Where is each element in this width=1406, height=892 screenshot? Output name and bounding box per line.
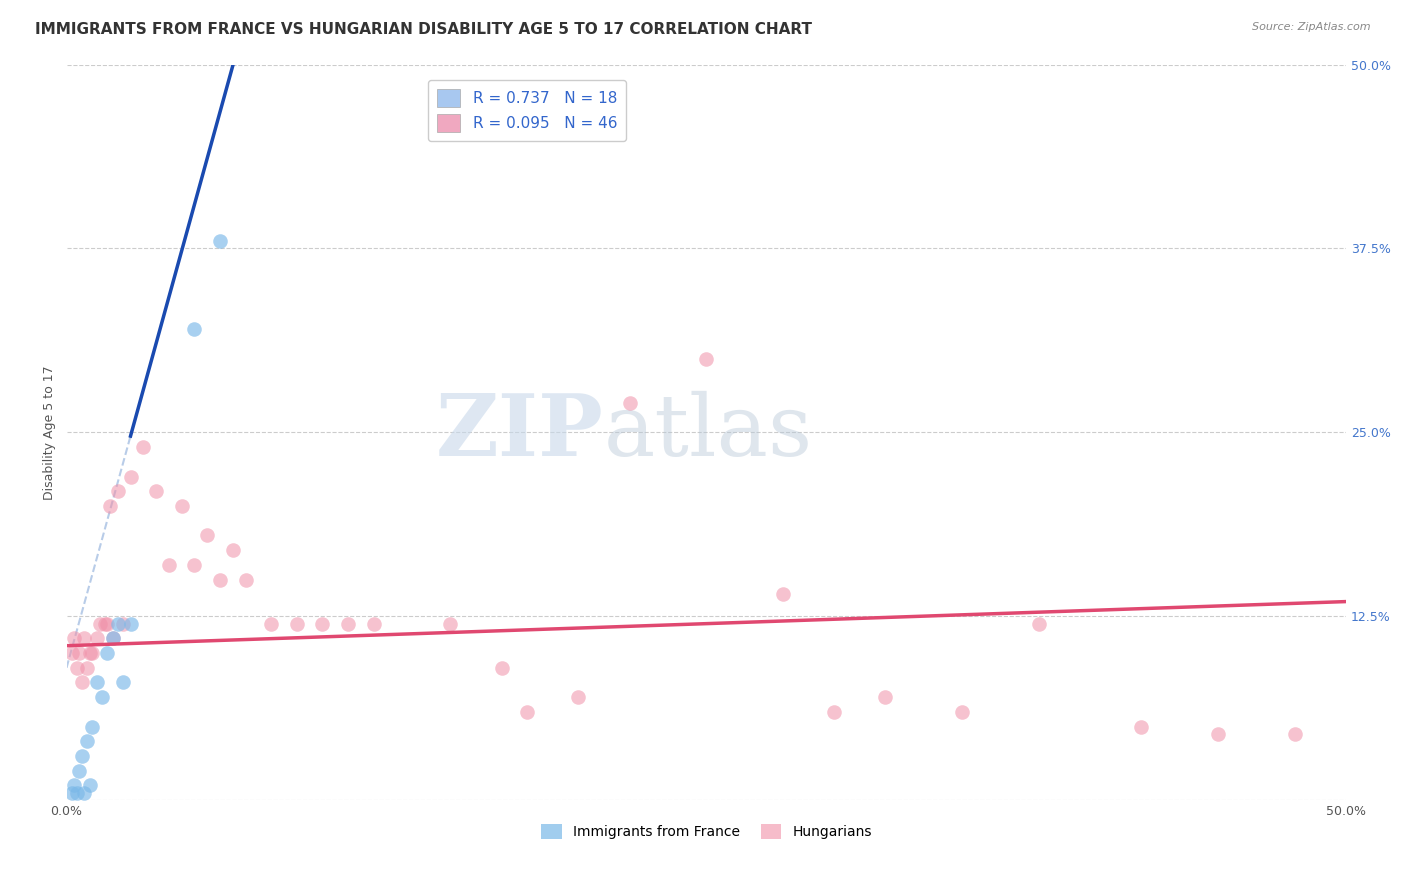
Point: [96, 646, 118, 660]
Point: [120, 616, 142, 631]
Point: [76, 734, 98, 748]
Point: [439, 616, 461, 631]
Point: [195, 528, 218, 542]
Point: [823, 705, 845, 719]
Point: [89, 616, 111, 631]
Text: Source: ZipAtlas.com: Source: ZipAtlas.com: [1253, 22, 1371, 32]
Point: [86, 675, 108, 690]
Point: [91, 690, 114, 705]
Point: [86, 632, 108, 646]
Point: [63, 779, 86, 793]
Point: [76, 661, 98, 675]
Point: [70, 675, 93, 690]
Point: [1206, 727, 1229, 741]
Point: [98, 499, 121, 513]
Point: [950, 705, 973, 719]
Point: [101, 632, 124, 646]
Point: [222, 543, 245, 558]
Point: [132, 440, 155, 454]
Point: [67, 646, 90, 660]
Point: [120, 469, 142, 483]
Point: [66, 786, 89, 800]
Point: [183, 558, 205, 572]
Point: [209, 234, 232, 248]
Point: [567, 690, 589, 705]
Point: [772, 587, 794, 601]
Point: [1284, 727, 1306, 741]
Point: [107, 616, 129, 631]
Text: IMMIGRANTS FROM FRANCE VS HUNGARIAN DISABILITY AGE 5 TO 17 CORRELATION CHART: IMMIGRANTS FROM FRANCE VS HUNGARIAN DISA…: [35, 22, 813, 37]
Point: [63, 632, 86, 646]
Point: [157, 558, 180, 572]
Point: [67, 764, 90, 778]
Point: [619, 396, 641, 410]
Point: [337, 616, 360, 631]
Point: [82, 720, 104, 734]
Point: [66, 661, 89, 675]
Point: [145, 484, 167, 499]
Point: [516, 705, 538, 719]
Point: [363, 616, 385, 631]
Text: atlas: atlas: [605, 391, 813, 474]
Point: [111, 675, 134, 690]
Point: [235, 573, 257, 587]
Point: [1028, 616, 1050, 631]
Point: [1130, 720, 1153, 734]
Point: [70, 749, 93, 764]
Point: [73, 786, 96, 800]
Point: [60, 786, 83, 800]
Point: [695, 351, 717, 366]
Point: [209, 573, 232, 587]
Point: [491, 661, 513, 675]
Point: [311, 616, 333, 631]
Point: [60, 646, 83, 660]
Point: [79, 646, 101, 660]
Point: [94, 616, 117, 631]
Point: [73, 632, 96, 646]
Point: [82, 646, 104, 660]
Y-axis label: Disability Age 5 to 17: Disability Age 5 to 17: [44, 365, 56, 500]
Point: [170, 499, 193, 513]
Point: [79, 779, 101, 793]
Point: [96, 616, 118, 631]
Point: [111, 616, 134, 631]
Point: [875, 690, 897, 705]
Point: [285, 616, 308, 631]
Point: [107, 484, 129, 499]
Point: [183, 322, 205, 336]
Text: ZIP: ZIP: [436, 391, 605, 475]
Point: [101, 632, 124, 646]
Point: [260, 616, 283, 631]
Legend: Immigrants from France, Hungarians: Immigrants from France, Hungarians: [536, 819, 877, 845]
